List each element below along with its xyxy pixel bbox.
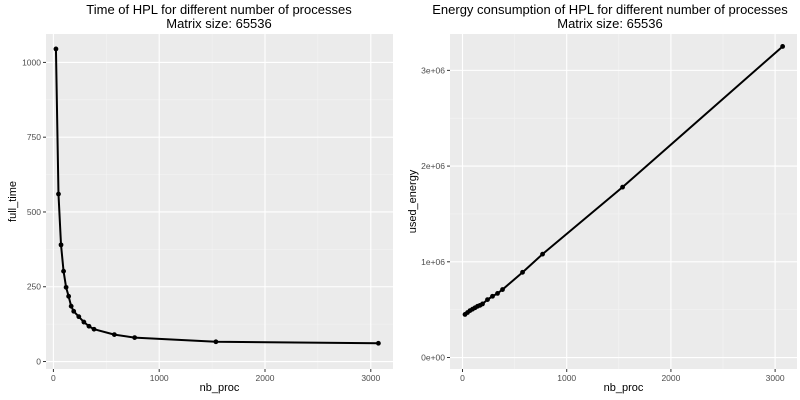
data-point xyxy=(76,314,82,320)
y-axis-label: full_time xyxy=(7,181,19,222)
data-point xyxy=(520,269,525,275)
data-point xyxy=(376,340,381,346)
data-point xyxy=(480,301,485,307)
data-point xyxy=(53,46,59,52)
data-point xyxy=(56,191,61,197)
data-point xyxy=(620,184,625,190)
data-point xyxy=(111,332,117,338)
data-point xyxy=(66,293,72,299)
y-axis-label: used_energy xyxy=(407,169,419,233)
x-axis-label: nb_proc xyxy=(200,382,240,394)
time-chart: 0 1000 2000 3000 0 250 500 750 1000 Time of HPL f… xyxy=(7,2,393,394)
y-tick-label: 1000 xyxy=(22,57,41,67)
x-tick-label: 3000 xyxy=(361,373,380,383)
plot-panel xyxy=(450,34,797,369)
data-point xyxy=(780,44,786,49)
plot-panel xyxy=(46,34,393,369)
x-tick-label: 2000 xyxy=(661,373,680,383)
y-tick-label: 1e+06 xyxy=(421,257,445,267)
y-tick-label: 2e+06 xyxy=(421,161,445,171)
x-tick-label: 1000 xyxy=(150,373,169,383)
y-tick-label: 0e+00 xyxy=(421,353,445,363)
chart-subtitle: Matrix size: 65536 xyxy=(166,16,272,31)
y-tick-label: 500 xyxy=(27,207,41,217)
data-point xyxy=(81,319,87,325)
y-tick-label: 3e+06 xyxy=(421,65,445,75)
chart-title: Time of HPL for different number of proc… xyxy=(86,2,352,17)
data-point xyxy=(540,251,545,257)
x-tick-label: 1000 xyxy=(557,373,576,383)
data-point xyxy=(500,287,505,292)
data-point xyxy=(213,339,219,345)
x-tick-label: 3000 xyxy=(766,373,785,383)
data-point xyxy=(490,293,495,299)
data-point xyxy=(485,297,490,303)
data-point xyxy=(71,308,77,314)
x-axis-label: nb_proc xyxy=(604,382,644,394)
x-tick-label: 0 xyxy=(51,373,56,383)
data-point xyxy=(132,335,138,340)
x-tick-label: 2000 xyxy=(256,373,275,383)
data-point xyxy=(68,303,74,309)
chart-title: Energy consumption of HPL for different … xyxy=(432,2,788,17)
y-tick-label: 750 xyxy=(27,132,41,142)
y-tick-label: 0 xyxy=(36,357,41,367)
data-point xyxy=(86,323,92,329)
data-point xyxy=(63,284,69,290)
data-point xyxy=(58,242,64,248)
x-tick-label: 0 xyxy=(460,373,465,383)
data-point xyxy=(91,326,97,332)
series-line xyxy=(54,48,379,345)
energy-chart: 0 1000 2000 3000 0e+00 1e+06 2e+06 3e+06 Energy … xyxy=(407,2,797,394)
chart-subtitle: Matrix size: 65536 xyxy=(557,16,663,31)
data-point xyxy=(61,268,66,274)
y-tick-label: 250 xyxy=(27,282,41,292)
data-point xyxy=(495,290,500,296)
